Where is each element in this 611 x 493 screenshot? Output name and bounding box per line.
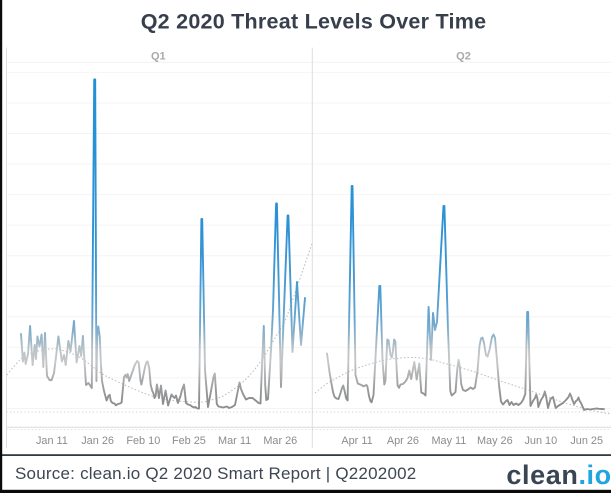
svg-text:Q2 2020 Threat Levels Over Tim: Q2 2020 Threat Levels Over Time	[141, 9, 487, 33]
svg-text:clean.io: clean.io	[506, 460, 611, 490]
svg-text:Feb 25: Feb 25	[172, 435, 206, 447]
svg-text:Jun 10: Jun 10	[524, 435, 557, 447]
svg-text:May 26: May 26	[477, 435, 513, 447]
svg-text:Q1: Q1	[151, 51, 166, 63]
svg-text:Jan 26: Jan 26	[81, 435, 114, 447]
svg-text:Jun 25: Jun 25	[570, 435, 603, 447]
svg-text:Apr 11: Apr 11	[341, 435, 372, 447]
svg-text:Mar 11: Mar 11	[218, 435, 251, 447]
svg-text:May 11: May 11	[431, 435, 466, 447]
svg-text:Jan 11: Jan 11	[36, 435, 68, 447]
svg-text:Q2: Q2	[456, 51, 471, 63]
svg-text:Apr 26: Apr 26	[387, 435, 419, 447]
svg-text:Feb 10: Feb 10	[126, 435, 160, 447]
svg-text:Mar 26: Mar 26	[263, 435, 297, 447]
svg-text:Source: clean.io Q2 2020 Smart: Source: clean.io Q2 2020 Smart Report | …	[15, 464, 417, 483]
